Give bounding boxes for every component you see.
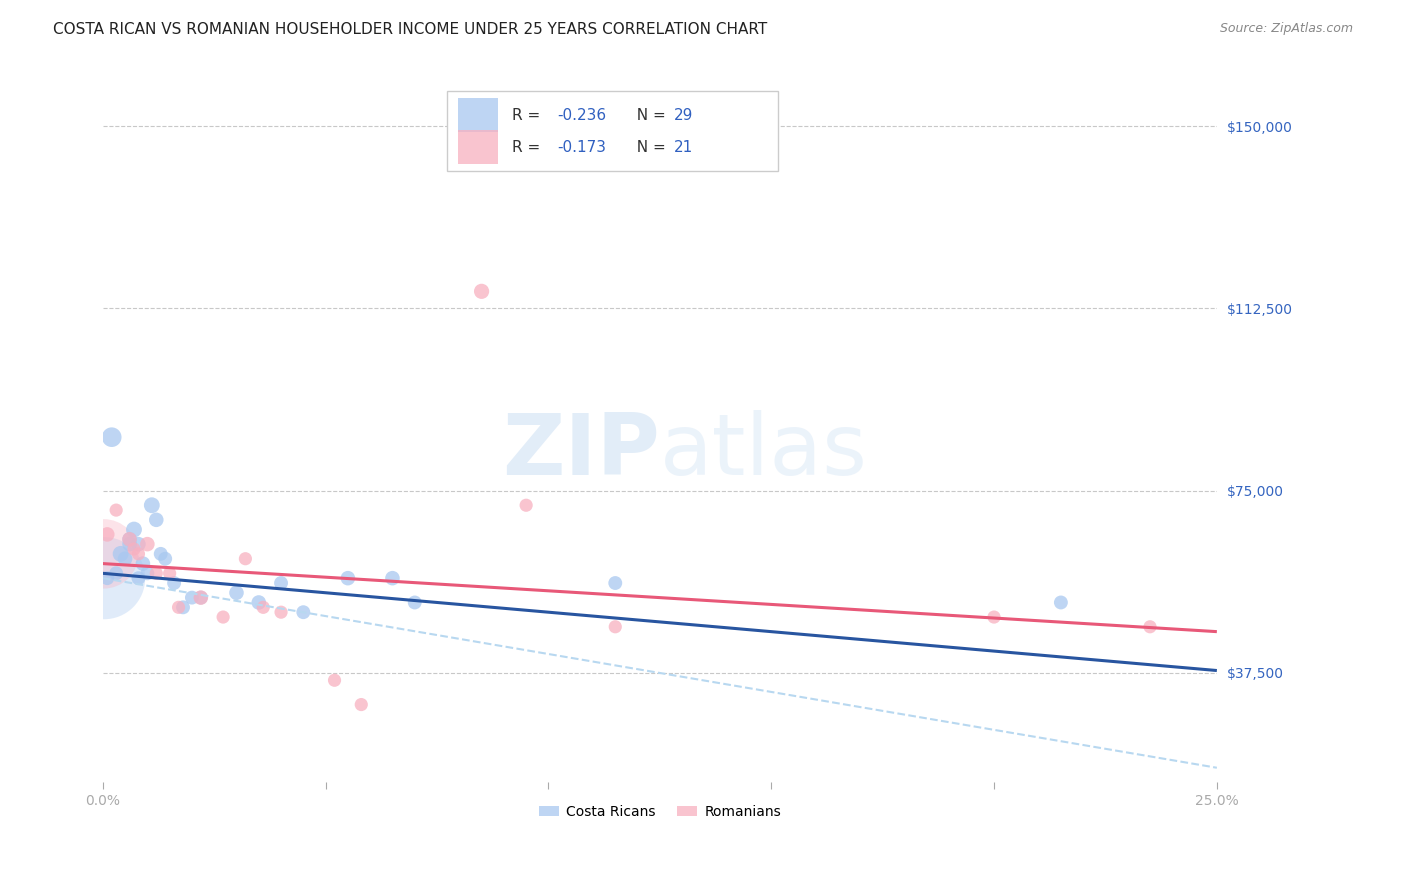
Point (110, 547, 132, 561)
Point (96, 527, 118, 541)
Point (105, 566, 128, 581)
Point (153, 551, 176, 566)
Point (350, 698, 373, 712)
Point (159, 566, 181, 581)
Point (404, 595, 426, 609)
Point (172, 600, 194, 615)
Point (136, 566, 159, 581)
Point (212, 610, 235, 624)
Point (141, 498, 163, 512)
Text: 29: 29 (673, 108, 693, 122)
Point (252, 600, 274, 615)
Point (323, 673, 346, 688)
Point (247, 595, 270, 609)
Point (145, 513, 167, 527)
Point (127, 547, 149, 561)
Point (127, 537, 149, 551)
Point (122, 523, 145, 537)
Point (225, 586, 247, 600)
Point (93, 547, 115, 561)
Point (118, 537, 141, 551)
Point (515, 498, 537, 512)
Point (93, 571, 115, 585)
Point (114, 551, 136, 566)
Legend: Costa Ricans, Romanians: Costa Ricans, Romanians (533, 799, 787, 825)
Point (181, 591, 204, 605)
Point (149, 547, 172, 561)
Point (118, 533, 141, 547)
Point (270, 605, 292, 619)
Point (105, 503, 128, 517)
Point (132, 557, 155, 571)
Point (122, 541, 145, 556)
Point (605, 576, 627, 591)
Text: COSTA RICAN VS ROMANIAN HOUSEHOLDER INCOME UNDER 25 YEARS CORRELATION CHART: COSTA RICAN VS ROMANIAN HOUSEHOLDER INCO… (53, 22, 768, 37)
Point (1139, 620, 1161, 634)
Point (127, 571, 149, 585)
Point (292, 605, 315, 619)
Text: 21: 21 (673, 140, 693, 154)
Text: -0.173: -0.173 (557, 140, 606, 154)
Text: N =: N = (627, 140, 671, 154)
Point (336, 571, 359, 585)
Text: N =: N = (627, 108, 671, 122)
Point (381, 571, 404, 585)
Point (96, 571, 118, 585)
Text: ZIP: ZIP (502, 409, 659, 492)
Text: R =: R = (512, 108, 546, 122)
Text: Source: ZipAtlas.com: Source: ZipAtlas.com (1219, 22, 1353, 36)
Point (471, 285, 494, 299)
Text: -0.236: -0.236 (557, 108, 606, 122)
Point (118, 533, 141, 547)
Point (270, 576, 292, 591)
Text: R =: R = (512, 140, 546, 154)
Point (136, 537, 159, 551)
Point (605, 620, 627, 634)
Point (190, 591, 212, 605)
Point (167, 600, 190, 615)
Point (983, 610, 1005, 624)
Point (145, 566, 167, 581)
Point (1050, 595, 1073, 609)
Point (190, 591, 212, 605)
Point (100, 430, 122, 444)
Point (235, 551, 257, 566)
Text: atlas: atlas (659, 409, 868, 492)
Point (163, 576, 186, 591)
